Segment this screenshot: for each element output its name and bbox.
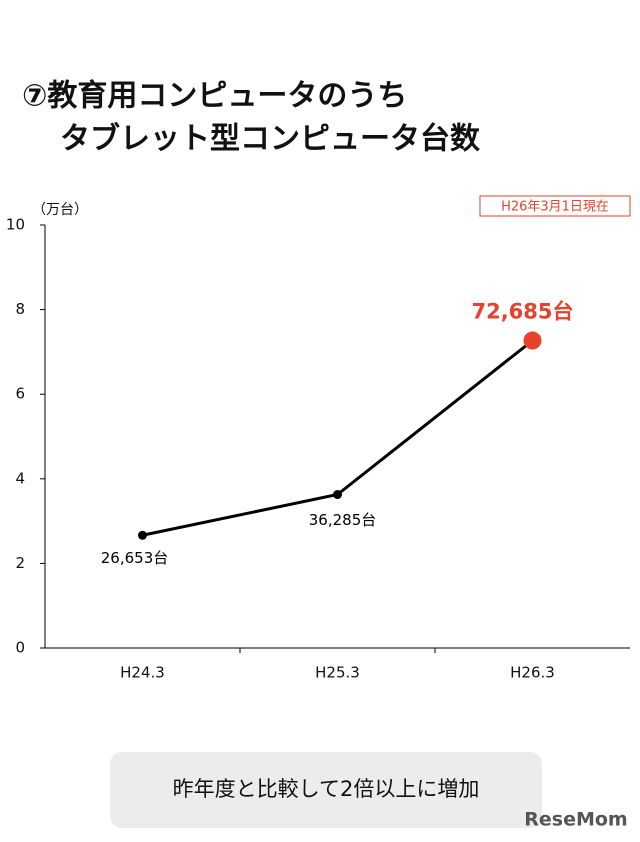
note: H26年3月1日現在 (501, 200, 609, 215)
point (138, 530, 147, 540)
value-label: 26,653台 (101, 549, 169, 567)
x-tick-label: H24.3 (120, 664, 165, 682)
logo: ReseMom (524, 809, 627, 831)
x-tick-label: H26.3 (510, 664, 555, 682)
chart-title: タブレット型コンピュータ台数 (60, 122, 481, 157)
chart-title: ⑦教育用コンピュータのうち (22, 79, 407, 114)
value-label: 36,285台 (309, 511, 377, 529)
y-tick-label: 0 (15, 639, 25, 657)
point (333, 490, 342, 500)
footer: 昨年度と比較して2倍以上に増加 (173, 777, 480, 801)
line (142, 339, 534, 537)
note-box (479, 195, 631, 217)
y-tick-label: 8 (15, 300, 25, 318)
y-axis-label: （万台） (32, 202, 88, 218)
y-tick-label: 4 (15, 469, 25, 487)
value-label: 72,685台 (471, 300, 573, 324)
y-tick-label: 2 (15, 554, 25, 572)
point (523, 331, 542, 350)
footer-box (110, 752, 542, 828)
x-tick-label: H25.3 (315, 664, 360, 682)
y-tick-label: 6 (15, 385, 25, 403)
y-tick-label: 10 (6, 216, 25, 234)
